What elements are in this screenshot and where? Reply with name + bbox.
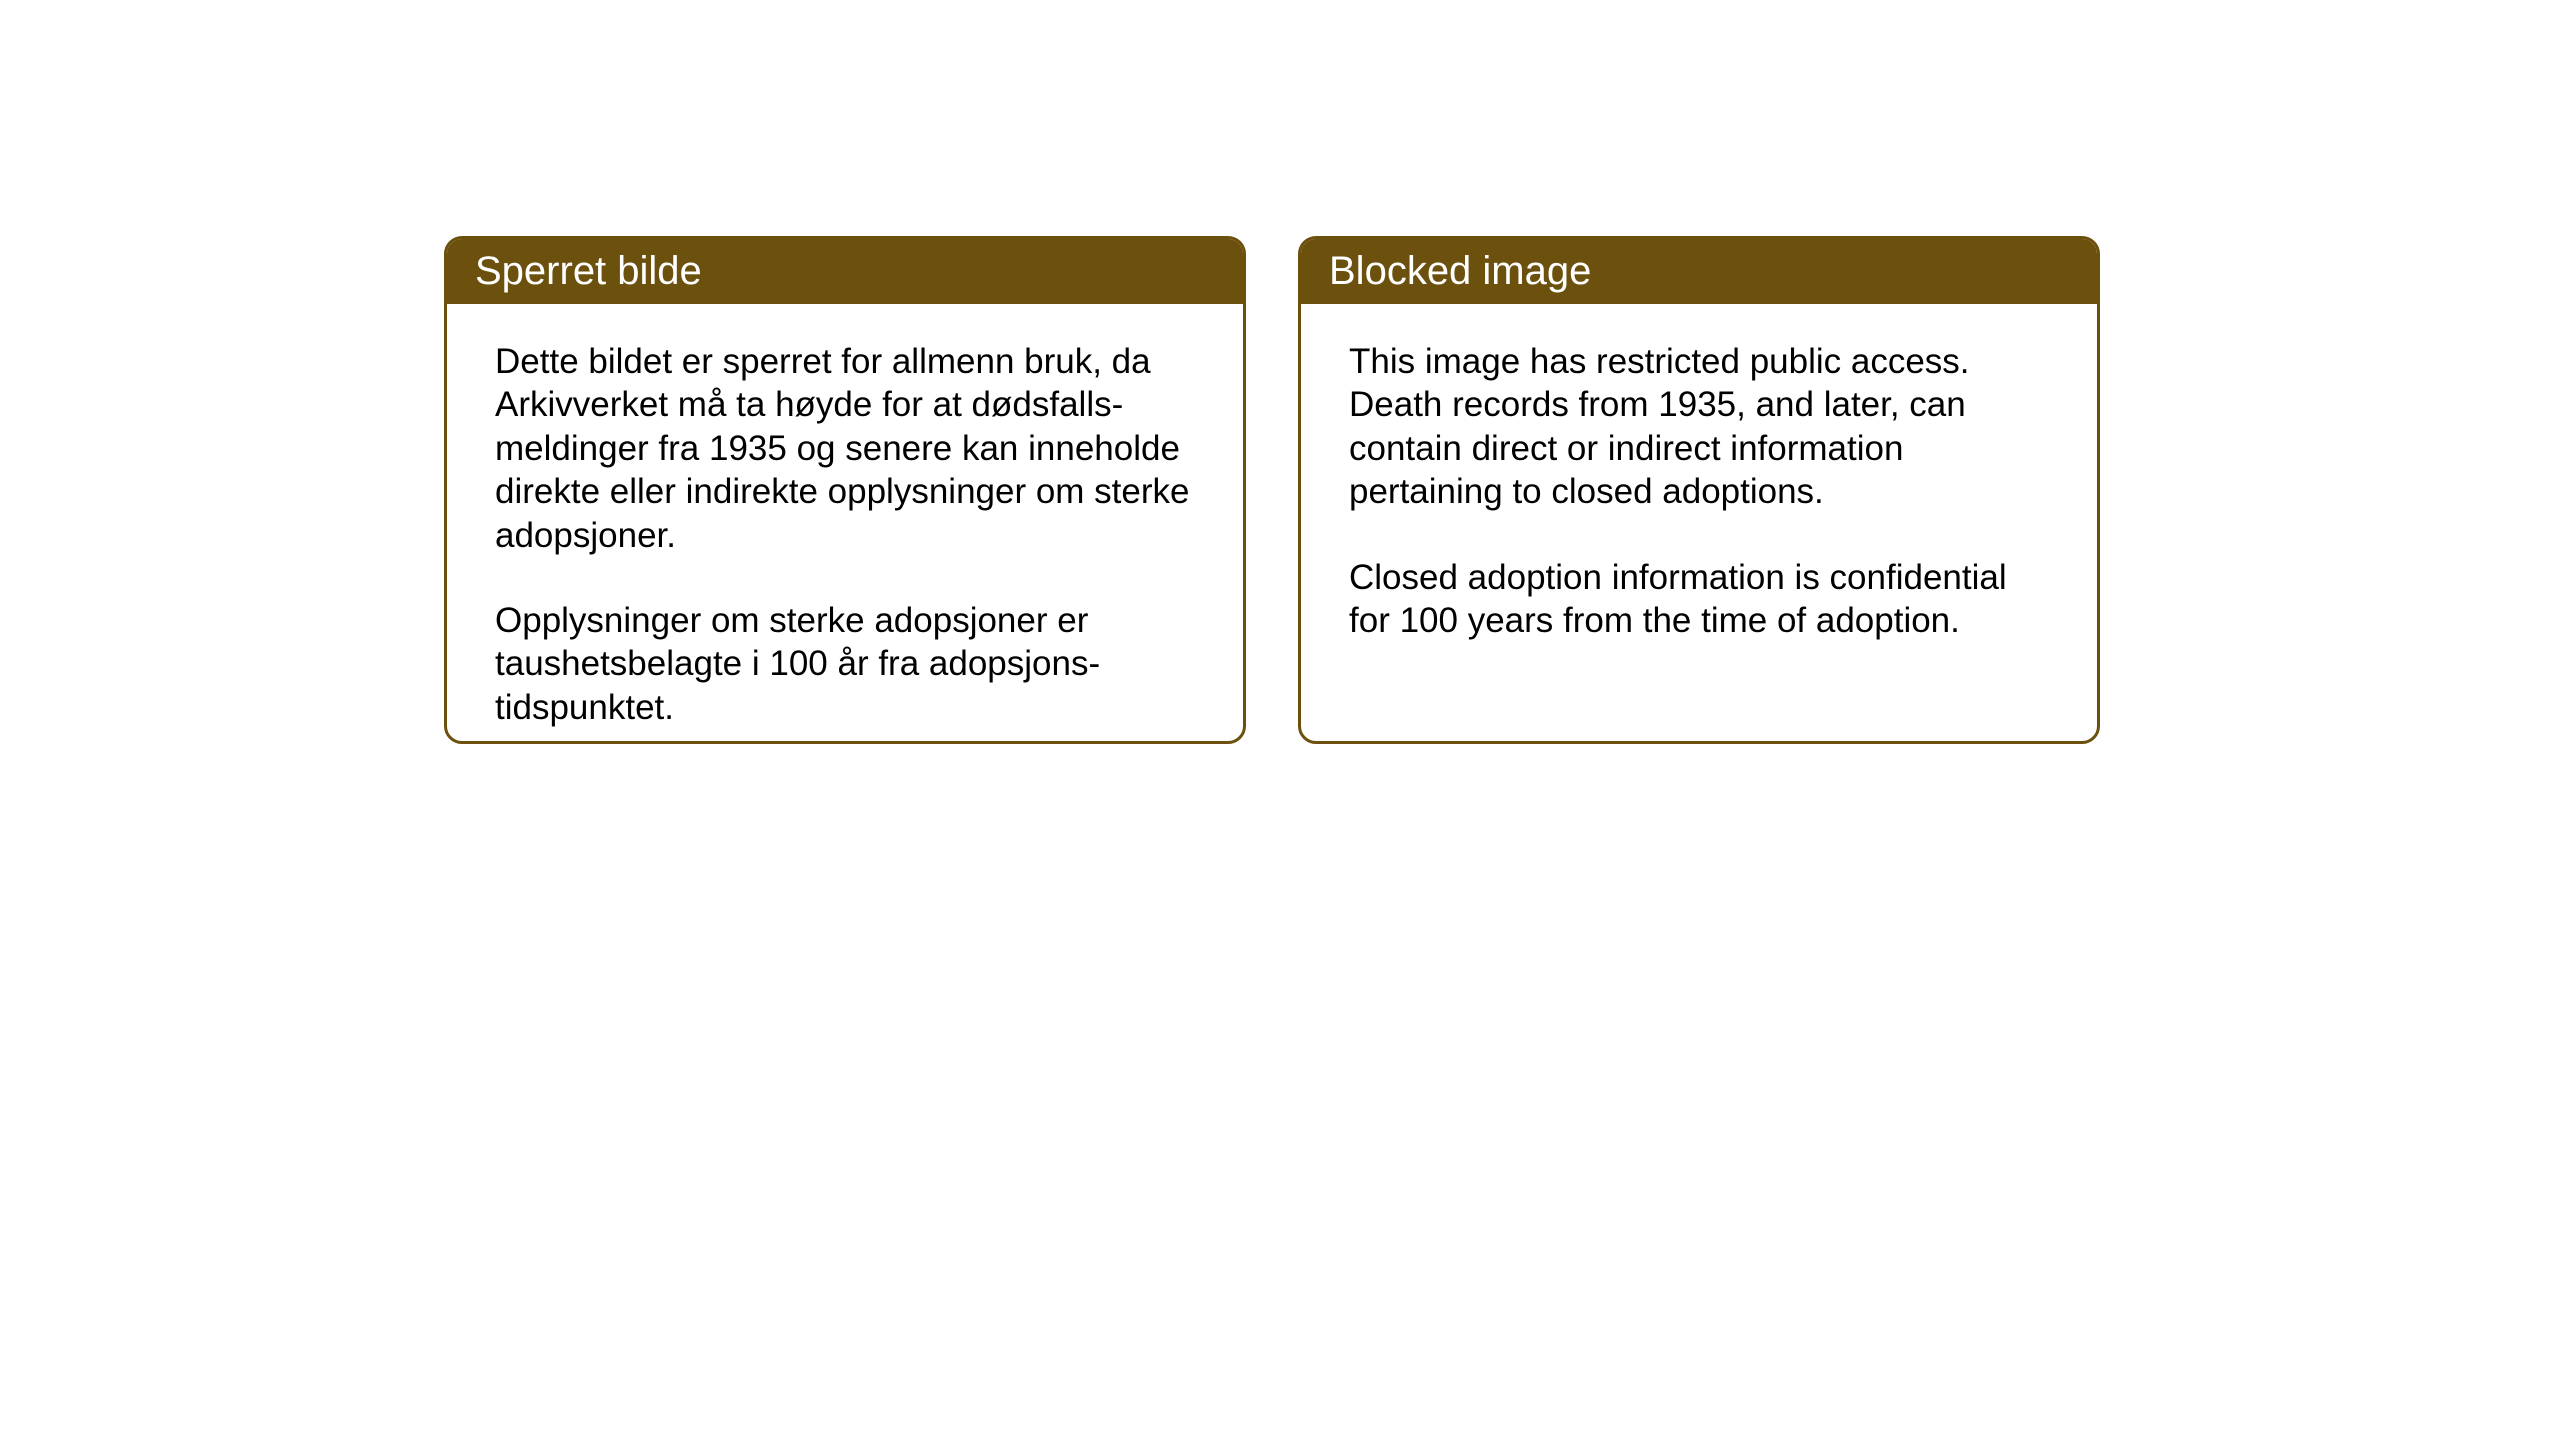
card-body-english: This image has restricted public access.… — [1301, 304, 2097, 678]
card-title-english: Blocked image — [1329, 249, 1591, 293]
card-header-norwegian: Sperret bilde — [447, 239, 1243, 304]
card-paragraph-2-norwegian: Opplysninger om sterke adopsjoner er tau… — [495, 599, 1195, 729]
notice-card-english: Blocked image This image has restricted … — [1298, 236, 2100, 744]
notice-container: Sperret bilde Dette bildet er sperret fo… — [444, 236, 2100, 744]
card-title-norwegian: Sperret bilde — [475, 249, 702, 293]
card-paragraph-1-norwegian: Dette bildet er sperret for allmenn bruk… — [495, 340, 1195, 557]
card-paragraph-1-english: This image has restricted public access.… — [1349, 340, 2049, 514]
card-body-norwegian: Dette bildet er sperret for allmenn bruk… — [447, 304, 1243, 744]
notice-card-norwegian: Sperret bilde Dette bildet er sperret fo… — [444, 236, 1246, 744]
card-header-english: Blocked image — [1301, 239, 2097, 304]
card-paragraph-2-english: Closed adoption information is confident… — [1349, 556, 2049, 643]
